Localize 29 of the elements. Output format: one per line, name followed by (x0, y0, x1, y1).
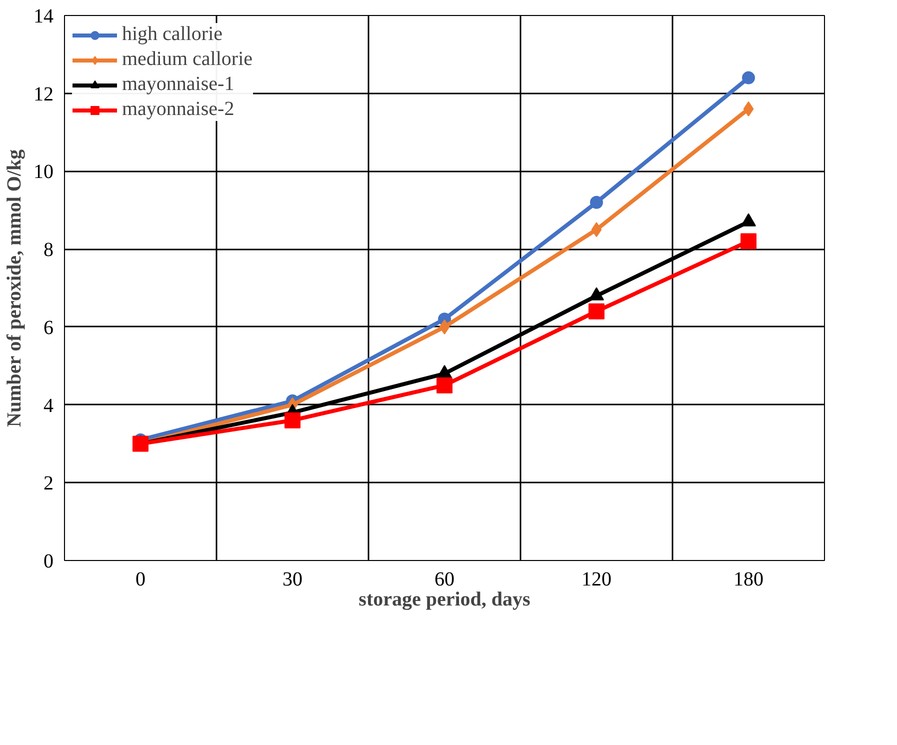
legend-label: medium callorie (122, 48, 253, 71)
y-tick-label: 6 (44, 316, 54, 339)
point (742, 71, 755, 84)
y-tick-label: 4 (44, 394, 54, 417)
x-tick-label: 60 (434, 568, 454, 590)
legend-label: mayonnaise-1 (122, 73, 234, 96)
point (439, 319, 450, 334)
point (132, 436, 148, 452)
x-tick-label: 30 (282, 568, 302, 590)
x-axis-title: storage period, days (358, 588, 531, 610)
x-tick-label: 180 (734, 568, 764, 590)
point (590, 196, 603, 209)
y-tick-label: 8 (44, 239, 54, 262)
y-tick-label: 14 (34, 6, 54, 28)
point (740, 233, 756, 250)
y-tick-label: 0 (44, 550, 54, 572)
legend-label: mayonnaise-2 (122, 98, 234, 121)
x-tick-label: 120 (582, 568, 612, 590)
point (588, 303, 604, 320)
x-tick-label: 0 (136, 568, 146, 590)
y-tick-label: 10 (34, 161, 54, 184)
point (591, 222, 602, 238)
y-axis-title: Number of peroxide, mmol O/kg (4, 149, 26, 427)
point (743, 101, 754, 116)
y-tick-label: 2 (44, 472, 54, 495)
point (436, 377, 452, 394)
legend-label: high callorie (122, 23, 223, 46)
point (284, 412, 300, 428)
y-tick-label: 12 (34, 83, 54, 106)
